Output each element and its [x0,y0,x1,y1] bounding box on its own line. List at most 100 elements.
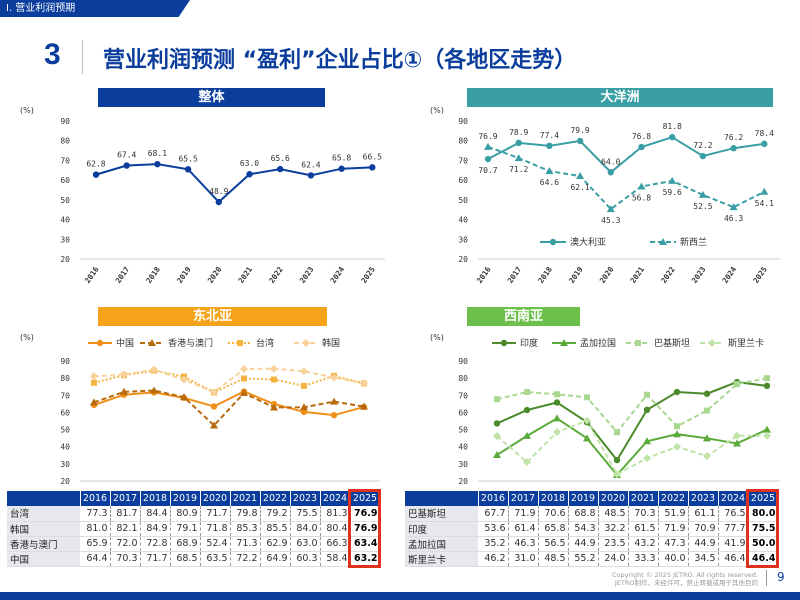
data-point [123,162,130,169]
legend-marker [96,339,104,347]
data-point [240,389,248,397]
data-point [270,364,278,373]
data-label: 64.0 [601,157,620,166]
data-point [120,370,128,379]
data-label: 48.9 [209,187,228,196]
data-point [271,376,277,383]
page-number: 9 [777,570,785,584]
x-tick-label: 2022 [267,265,285,285]
y-tick-label: 70 [458,156,468,165]
footer-bar [0,592,800,600]
legend-marker [560,339,568,346]
table-cell: 84.9 [140,521,171,537]
data-point [638,143,645,151]
row-label: 孟加拉国 [405,536,478,552]
data-point [300,403,308,411]
x-tick-label: 2020 [598,265,616,285]
data-point [523,406,531,414]
row-label: 韩国 [7,521,80,537]
series-line [496,417,768,477]
table-header-year: 2022 [260,491,291,506]
x-tick-label: 2017 [114,265,132,285]
legend-marker [148,339,156,346]
data-point [338,165,345,172]
data-point [301,382,307,389]
y-tick-label: 60 [60,408,70,417]
data-point [300,367,308,376]
data-point [150,386,158,394]
table-cell: 60.3 [290,551,321,567]
table-cell: 79.1 [170,521,201,537]
table-cell: 68.8 [568,506,599,522]
table-row: 巴基斯坦 67.7 71.9 70.6 68.8 48.5 70.3 51.9 61.1 76.5… [405,506,779,522]
data-label: 45.3 [601,216,620,225]
table-cell: 66.3 [320,536,351,552]
table-header-year: 2016 [478,491,509,506]
slide-number: 3 [44,38,61,71]
data-label: 62.4 [301,160,320,169]
y-tick-label: 20 [60,477,70,486]
legend-label: 香港与澳门 [168,337,213,349]
data-label: 62.1 [570,183,589,192]
table-cell: 61.5 [628,521,659,537]
legend-label: 韩国 [322,337,340,349]
table-cell: 63.0 [290,536,321,552]
data-point [643,406,651,414]
data-point [674,423,680,430]
table-cell: 58.4 [320,551,351,567]
chart-header-northeast-asia: 东北亚 [98,307,327,326]
data-point [484,142,492,150]
table-corner [405,491,479,506]
series-line [496,377,768,434]
table-cell: 56.5 [538,536,569,552]
table-row: 孟加拉国 35.2 46.3 56.5 44.9 23.5 43.2 47.3 44.9 41.9… [405,536,779,552]
table-cell: 33.3 [628,551,659,567]
table-cell: 55.2 [568,551,599,567]
x-tick-label: 2022 [659,265,677,285]
data-point [730,145,737,152]
y-tick-label: 90 [458,117,468,126]
y-tick-label: 40 [60,216,70,225]
y-tick-label: 50 [458,426,468,435]
data-point [554,391,560,398]
legend-label: 印度 [520,337,538,349]
table-cell: 32.2 [598,521,629,537]
series-line [487,145,765,211]
table-cell: 71.8 [200,521,231,537]
data-point [493,450,501,458]
x-tick-label: 2017 [506,265,524,285]
x-tick-label: 2021 [236,265,254,285]
data-point [307,172,315,179]
y-tick-label: 90 [60,357,70,366]
data-point [240,365,248,374]
data-label: 62.8 [86,160,105,169]
table-header-year: 2016 [80,491,111,506]
legend-label: 新西兰 [680,236,707,248]
table-cell: 23.5 [598,536,629,552]
data-point [606,205,615,213]
table-cell: 52.4 [200,536,231,552]
y-tick-label: 20 [458,477,468,486]
data-point [180,375,188,384]
data-point [523,431,531,439]
table-cell: 85.5 [260,521,291,537]
y-tick-label: 80 [458,374,468,383]
table-cell: 67.7 [478,506,509,522]
data-point [764,375,770,382]
data-label: 68.1 [148,149,167,158]
data-point [613,456,621,464]
data-point [733,431,741,440]
y-tick-label: 60 [458,176,468,185]
table-row: 香港与澳门 65.9 72.0 72.8 68.9 52.4 71.3 62.9 63.0 66.… [7,536,381,552]
unit-label: (%) [430,333,444,342]
legend-label: 台湾 [256,337,274,349]
table-cell: 72.0 [110,536,141,552]
data-point [673,388,681,396]
data-point [150,365,158,374]
data-point [91,379,97,386]
data-label: 78.4 [755,129,774,138]
data-label: 65.8 [332,154,351,163]
x-tick-label: 2016 [83,265,101,285]
x-tick-label: 2024 [721,265,739,285]
series-line [93,367,365,394]
